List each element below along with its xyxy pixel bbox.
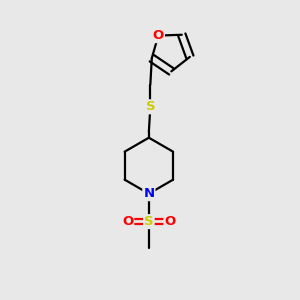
Text: O: O [164,215,176,228]
Text: S: S [144,215,154,228]
Text: O: O [153,29,164,42]
Text: O: O [122,215,133,228]
Text: N: N [143,187,155,200]
Text: S: S [146,100,155,113]
